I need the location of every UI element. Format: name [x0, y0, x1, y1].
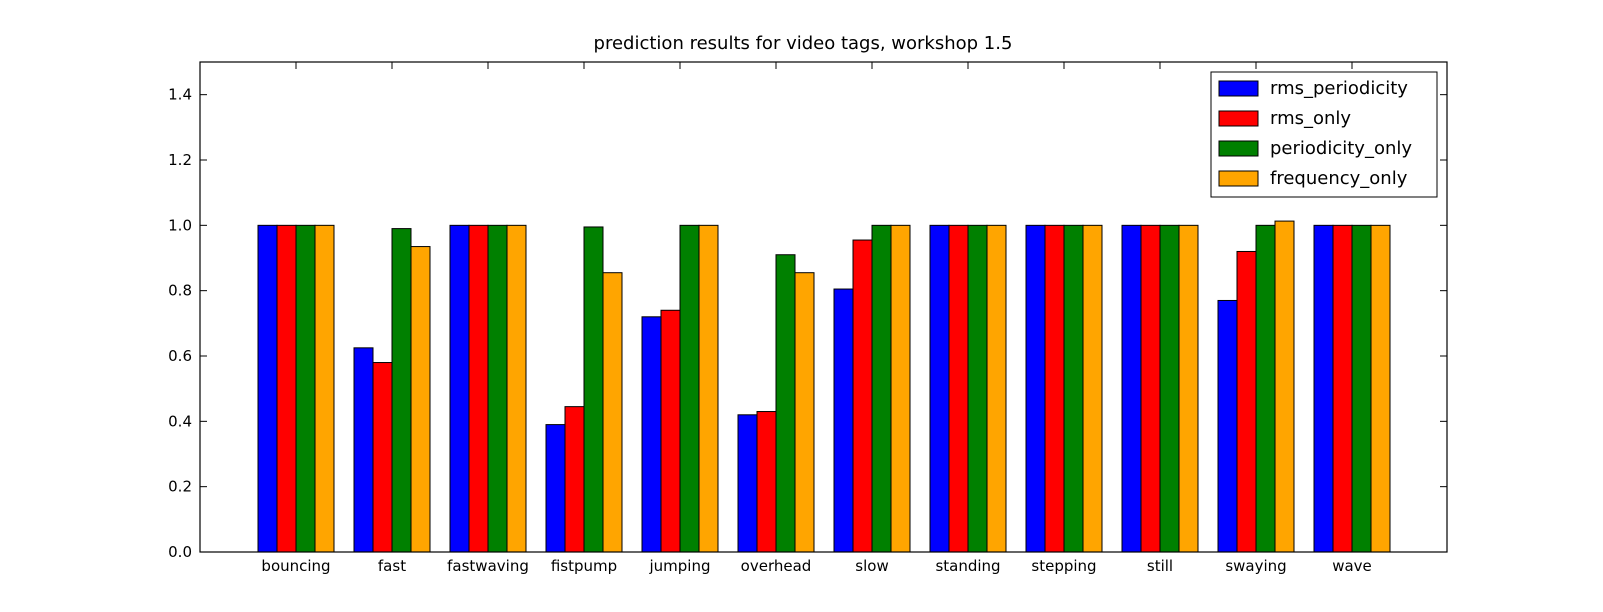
x-tick-label: still [1147, 557, 1173, 575]
legend-swatch-frequency_only [1218, 170, 1259, 187]
legend-label-periodicity_only: periodicity_only [1270, 138, 1412, 159]
bar-fast-periodicity_only [391, 228, 412, 553]
x-tick-label: fistpump [551, 557, 617, 575]
y-tick-label: 1.4 [168, 86, 192, 104]
bar-jumping-periodicity_only [679, 224, 700, 553]
legend-swatch-periodicity_only [1218, 140, 1259, 157]
bar-overhead-frequency_only [794, 272, 815, 553]
x-tick-label: slow [855, 557, 888, 575]
bar-standing-rms_periodicity [929, 224, 950, 553]
bar-jumping-rms_periodicity [641, 316, 662, 553]
bar-fast-rms_only [372, 362, 393, 553]
bar-bouncing-periodicity_only [295, 224, 316, 553]
x-tick-label: stepping [1031, 557, 1096, 575]
bar-bouncing-frequency_only [314, 224, 335, 553]
bar-jumping-rms_only [660, 309, 681, 553]
bar-still-rms_periodicity [1121, 224, 1142, 553]
bar-fastwaving-rms_only [468, 224, 489, 553]
legend: rms_periodicity rms_only periodicity_onlyf… [1210, 71, 1438, 198]
bar-standing-periodicity_only [967, 224, 988, 553]
bar-slow-frequency_only [890, 224, 911, 553]
bar-standing-rms_only [948, 224, 969, 553]
bar-stepping-rms_only [1044, 224, 1065, 553]
x-tick-label: swaying [1225, 557, 1286, 575]
bar-bouncing-rms_periodicity [257, 224, 278, 553]
bar-swaying-rms_only [1236, 250, 1257, 553]
bar-swaying-periodicity_only [1255, 224, 1276, 553]
y-tick-label: 1.2 [168, 151, 192, 169]
bar-still-periodicity_only [1159, 224, 1180, 553]
x-tick-label: standing [935, 557, 1000, 575]
bar-swaying-frequency_only [1274, 220, 1295, 553]
bar-bouncing-rms_only [276, 224, 297, 553]
bar-fistpump-frequency_only [602, 272, 623, 553]
bar-wave-periodicity_only [1351, 224, 1372, 553]
bar-fastwaving-frequency_only [506, 224, 527, 553]
x-tick-label: fast [378, 557, 406, 575]
bar-fastwaving-rms_periodicity [449, 224, 470, 553]
plot-frame [199, 61, 1448, 553]
bar-slow-rms_periodicity [833, 288, 854, 553]
legend-label-rms_only: rms_only [1270, 108, 1351, 129]
y-tick-label: 0.4 [168, 412, 192, 430]
chart-title: prediction results for video tags, works… [594, 33, 1013, 54]
bar-wave-frequency_only [1370, 224, 1391, 553]
legend-label-rms_periodicity: rms_periodicity [1270, 78, 1408, 99]
legend-swatch-rms_periodicity [1218, 80, 1259, 97]
bar-fast-frequency_only [410, 246, 431, 553]
y-tick-label: 0.0 [168, 543, 192, 561]
bar-still-frequency_only [1178, 224, 1199, 553]
y-tick-label: 1.0 [168, 216, 192, 234]
bar-overhead-rms_periodicity [737, 414, 758, 553]
bar-swaying-rms_periodicity [1217, 299, 1238, 553]
bar-stepping-periodicity_only [1063, 224, 1084, 553]
bar-fistpump-periodicity_only [583, 226, 604, 553]
legend-label-frequency_only: frequency_only [1270, 168, 1408, 189]
bar-wave-rms_periodicity [1313, 224, 1334, 553]
y-tick-label: 0.6 [168, 347, 192, 365]
bar-still-rms_only [1140, 224, 1161, 553]
x-tick-label: overhead [741, 557, 812, 575]
x-tick-label: wave [1332, 557, 1372, 575]
legend-swatch-rms_only [1218, 110, 1259, 127]
x-tick-label: fastwaving [447, 557, 529, 575]
bar-overhead-rms_only [756, 411, 777, 553]
bar-jumping-frequency_only [698, 224, 719, 553]
bar-overhead-periodicity_only [775, 254, 796, 553]
x-tick-label: jumping [648, 557, 710, 575]
bar-fistpump-rms_periodicity [545, 424, 566, 553]
plot-area: 0.0 0.2 0.4 0.6 0.8 1.0 1.2 1.4 bouncing fast fast… [168, 61, 1448, 575]
bar-standing-frequency_only [986, 224, 1007, 553]
y-tick-label: 0.8 [168, 282, 192, 300]
bar-stepping-rms_periodicity [1025, 224, 1046, 553]
x-tick-label: bouncing [261, 557, 330, 575]
bar-slow-periodicity_only [871, 224, 892, 553]
y-tick-label: 0.2 [168, 478, 192, 496]
bar-fastwaving-periodicity_only [487, 224, 508, 553]
bar-slow-rms_only [852, 239, 873, 553]
bar-fistpump-rms_only [564, 406, 585, 553]
bar-wave-rms_only [1332, 224, 1353, 553]
bar-stepping-frequency_only [1082, 224, 1103, 553]
bar-fast-rms_periodicity [353, 347, 374, 553]
